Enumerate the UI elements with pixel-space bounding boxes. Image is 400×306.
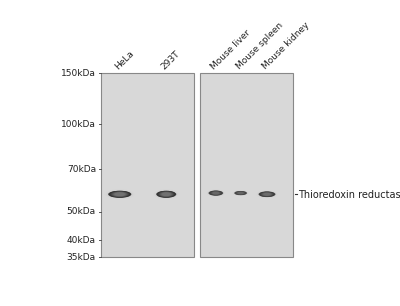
Ellipse shape: [162, 192, 171, 196]
Ellipse shape: [159, 192, 173, 197]
Ellipse shape: [108, 191, 131, 198]
Ellipse shape: [209, 191, 223, 196]
Ellipse shape: [156, 191, 176, 198]
Text: Mouse spleen: Mouse spleen: [234, 21, 284, 71]
Ellipse shape: [158, 191, 175, 197]
Ellipse shape: [158, 191, 174, 197]
Ellipse shape: [160, 192, 172, 197]
Ellipse shape: [208, 191, 223, 196]
Ellipse shape: [112, 192, 127, 197]
Bar: [101, 73, 194, 257]
Ellipse shape: [235, 191, 246, 195]
Text: 40kDa: 40kDa: [67, 236, 96, 245]
Ellipse shape: [263, 193, 271, 196]
Ellipse shape: [264, 193, 270, 196]
Ellipse shape: [108, 191, 131, 198]
Ellipse shape: [114, 192, 126, 196]
Ellipse shape: [234, 191, 247, 195]
Ellipse shape: [237, 192, 244, 194]
Ellipse shape: [238, 192, 244, 194]
Bar: [200, 73, 293, 257]
Ellipse shape: [260, 192, 274, 197]
Text: Mouse liver: Mouse liver: [210, 28, 253, 71]
Ellipse shape: [209, 191, 222, 196]
Ellipse shape: [237, 192, 245, 195]
Ellipse shape: [236, 191, 246, 195]
Ellipse shape: [213, 192, 219, 194]
Ellipse shape: [211, 191, 221, 195]
Text: 35kDa: 35kDa: [67, 252, 96, 262]
Ellipse shape: [237, 192, 244, 194]
Ellipse shape: [259, 192, 275, 197]
Ellipse shape: [261, 192, 273, 196]
Ellipse shape: [157, 191, 176, 198]
Ellipse shape: [113, 192, 127, 197]
Ellipse shape: [158, 191, 174, 197]
Ellipse shape: [159, 192, 174, 197]
Ellipse shape: [110, 191, 129, 197]
Ellipse shape: [157, 191, 176, 198]
Ellipse shape: [236, 192, 246, 195]
Text: Mouse kidney: Mouse kidney: [261, 21, 311, 71]
Ellipse shape: [212, 192, 220, 195]
Ellipse shape: [234, 191, 247, 195]
Ellipse shape: [209, 191, 223, 196]
Ellipse shape: [212, 192, 219, 195]
Ellipse shape: [263, 193, 271, 196]
Ellipse shape: [210, 191, 222, 195]
Text: 150kDa: 150kDa: [61, 69, 96, 78]
Ellipse shape: [109, 191, 130, 198]
Ellipse shape: [210, 191, 222, 195]
Ellipse shape: [111, 192, 128, 197]
Ellipse shape: [115, 192, 124, 196]
Ellipse shape: [111, 191, 129, 197]
Ellipse shape: [258, 192, 276, 197]
Ellipse shape: [160, 192, 172, 196]
Ellipse shape: [212, 192, 220, 195]
Ellipse shape: [259, 192, 275, 197]
Ellipse shape: [109, 191, 131, 198]
Ellipse shape: [161, 192, 171, 196]
Ellipse shape: [112, 192, 128, 197]
Ellipse shape: [262, 192, 272, 196]
Ellipse shape: [210, 191, 221, 195]
Ellipse shape: [110, 191, 130, 197]
Ellipse shape: [262, 192, 272, 196]
Ellipse shape: [238, 192, 244, 194]
Ellipse shape: [260, 192, 274, 197]
Ellipse shape: [160, 192, 173, 197]
Ellipse shape: [162, 192, 170, 196]
Ellipse shape: [161, 192, 172, 196]
Ellipse shape: [235, 191, 246, 195]
Ellipse shape: [236, 192, 245, 195]
Ellipse shape: [238, 192, 243, 194]
Ellipse shape: [156, 191, 176, 198]
Text: HeLa: HeLa: [113, 49, 136, 71]
Text: 50kDa: 50kDa: [67, 207, 96, 216]
Text: 70kDa: 70kDa: [67, 165, 96, 174]
Ellipse shape: [236, 192, 245, 195]
Ellipse shape: [115, 192, 125, 196]
Ellipse shape: [261, 192, 273, 196]
Ellipse shape: [212, 192, 220, 195]
Ellipse shape: [260, 192, 274, 196]
Ellipse shape: [114, 192, 125, 196]
Ellipse shape: [262, 192, 272, 196]
Text: 293T: 293T: [160, 49, 182, 71]
Ellipse shape: [211, 191, 220, 195]
Ellipse shape: [211, 191, 221, 195]
Ellipse shape: [261, 192, 273, 196]
Ellipse shape: [113, 192, 126, 196]
Text: Thioredoxin reductase 2 (TXNRD2 ): Thioredoxin reductase 2 (TXNRD2 ): [298, 189, 400, 199]
Text: 100kDa: 100kDa: [61, 120, 96, 129]
Ellipse shape: [235, 191, 247, 195]
